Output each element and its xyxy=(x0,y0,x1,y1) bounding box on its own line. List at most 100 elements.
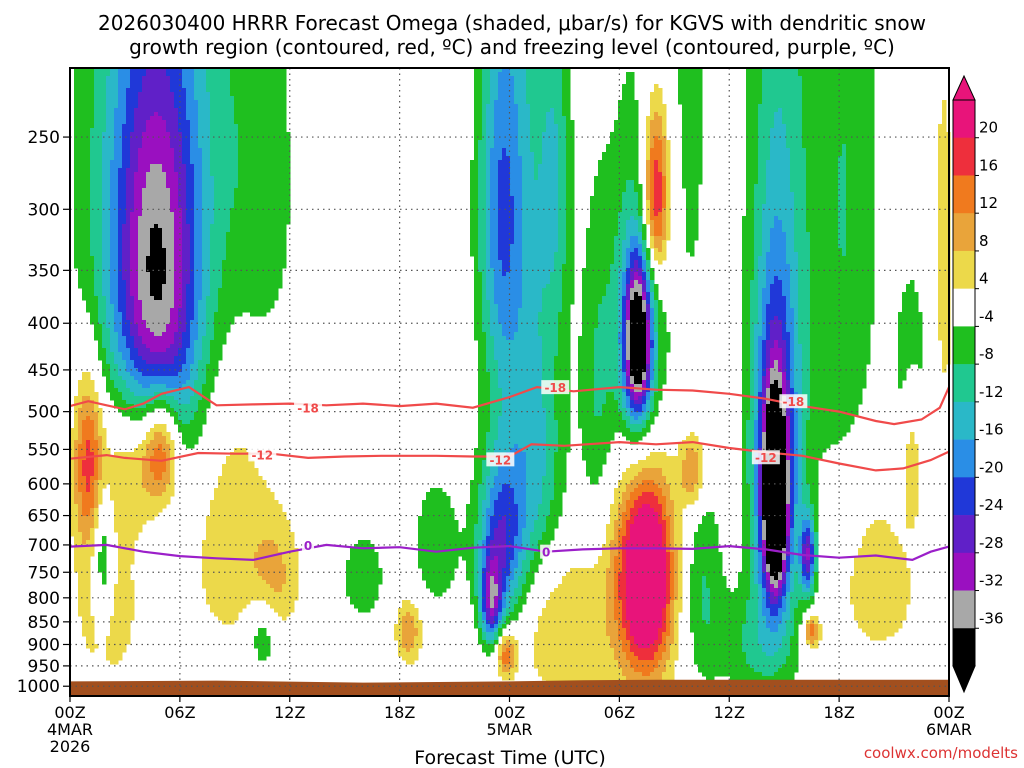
omega-cell xyxy=(198,216,203,221)
omega-cell xyxy=(170,292,175,297)
omega-cell xyxy=(150,152,155,157)
omega-cell xyxy=(102,272,107,277)
omega-cell xyxy=(174,328,179,333)
omega-cell xyxy=(102,444,107,449)
omega-cell xyxy=(222,104,227,109)
omega-cell xyxy=(178,224,183,229)
omega-cell xyxy=(218,144,223,149)
omega-cell xyxy=(98,464,103,469)
omega-cell xyxy=(78,552,83,557)
omega-cell xyxy=(78,72,83,77)
omega-cell xyxy=(150,492,155,497)
omega-cell xyxy=(86,296,91,301)
omega-cell xyxy=(106,652,111,657)
omega-cell xyxy=(166,212,171,217)
omega-cell xyxy=(102,124,107,129)
omega-cell xyxy=(118,468,123,473)
omega-cell xyxy=(178,68,183,73)
omega-cell xyxy=(210,224,215,229)
omega-cell xyxy=(242,204,247,209)
omega-cell xyxy=(110,460,115,465)
omega-cell xyxy=(78,504,83,509)
omega-cell xyxy=(230,536,235,541)
omega-cell xyxy=(118,296,123,301)
omega-cell xyxy=(146,388,151,393)
omega-cell xyxy=(110,248,115,253)
omega-cell xyxy=(130,540,135,545)
omega-cell xyxy=(206,300,211,305)
omega-cell xyxy=(70,460,75,465)
omega-cell xyxy=(230,308,235,313)
omega-cell xyxy=(238,260,243,265)
omega-cell xyxy=(246,524,251,529)
omega-cell xyxy=(146,72,151,77)
omega-cell xyxy=(250,536,255,541)
omega-cell xyxy=(254,72,259,77)
omega-cell xyxy=(206,396,211,401)
omega-cell xyxy=(86,480,91,485)
omega-cell xyxy=(214,296,219,301)
omega-cell xyxy=(246,300,251,305)
omega-cell xyxy=(194,284,199,289)
omega-cell xyxy=(114,608,119,613)
omega-cell xyxy=(222,340,227,345)
omega-cell xyxy=(258,200,263,205)
omega-cell xyxy=(102,540,107,545)
omega-cell xyxy=(110,328,115,333)
omega-cell xyxy=(178,172,183,177)
omega-cell xyxy=(146,408,151,413)
omega-cell xyxy=(106,100,111,105)
omega-cell xyxy=(182,220,187,225)
omega-cell xyxy=(94,92,99,97)
omega-cell xyxy=(70,496,75,501)
omega-cell xyxy=(98,272,103,277)
omega-cell xyxy=(114,124,119,129)
omega-cell xyxy=(162,184,167,189)
omega-cell xyxy=(238,296,243,301)
omega-cell xyxy=(250,288,255,293)
omega-cell xyxy=(238,312,243,317)
omega-cell xyxy=(122,220,127,225)
omega-cell xyxy=(106,464,111,469)
omega-cell xyxy=(182,268,187,273)
omega-cell xyxy=(126,468,131,473)
omega-cell xyxy=(234,484,239,489)
omega-cell xyxy=(90,540,95,545)
omega-cell xyxy=(186,224,191,229)
omega-cell xyxy=(194,184,199,189)
omega-cell xyxy=(170,392,175,397)
omega-cell xyxy=(250,512,255,517)
omega-cell xyxy=(210,240,215,245)
omega-cell xyxy=(122,152,127,157)
omega-cell xyxy=(98,300,103,305)
omega-cell xyxy=(234,500,239,505)
omega-cell xyxy=(130,240,135,245)
omega-cell xyxy=(198,280,203,285)
omega-cell xyxy=(238,512,243,517)
omega-cell xyxy=(222,600,227,605)
omega-cell xyxy=(198,144,203,149)
omega-cell xyxy=(126,184,131,189)
omega-cell xyxy=(94,644,99,649)
omega-cell xyxy=(230,100,235,105)
omega-cell xyxy=(90,424,95,429)
omega-cell xyxy=(82,572,87,577)
omega-cell xyxy=(214,496,219,501)
omega-cell xyxy=(166,396,171,401)
omega-cell xyxy=(230,140,235,145)
omega-cell xyxy=(202,260,207,265)
omega-cell xyxy=(154,312,159,317)
omega-cell xyxy=(202,248,207,253)
omega-cell xyxy=(234,256,239,261)
omega-cell xyxy=(122,556,127,561)
omega-cell xyxy=(154,360,159,365)
omega-cell xyxy=(114,264,119,269)
omega-cell xyxy=(94,184,99,189)
omega-cell xyxy=(186,160,191,165)
omega-cell xyxy=(110,156,115,161)
omega-cell xyxy=(254,236,259,241)
omega-cell xyxy=(194,380,199,385)
omega-cell xyxy=(186,204,191,209)
omega-cell xyxy=(142,468,147,473)
omega-cell xyxy=(146,304,151,309)
